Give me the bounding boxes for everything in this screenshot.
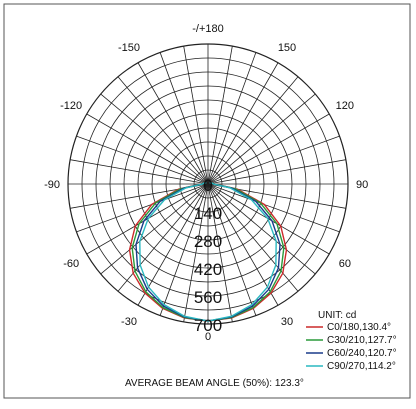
grid-spoke: [137, 183, 209, 306]
grid-spoke: [100, 183, 209, 275]
angle-labels: 0 30 60 90 120 150 -/+180 -150 -120 -90 -60 -30: [44, 23, 368, 343]
grid-spoke: [207, 93, 316, 185]
grid-spoke: [70, 159, 209, 185]
radial-tick-label: 0: [203, 176, 212, 195]
grid-spoke: [207, 62, 279, 185]
grid-spoke: [207, 183, 340, 233]
grid-spoke: [207, 183, 316, 275]
legend-label: C90/270,114.2°: [327, 361, 396, 372]
average-beam-angle-note: AVERAGE BEAM ANGLE (50%): 123.3°: [125, 378, 304, 389]
grid-spoke: [207, 113, 330, 185]
grid-spoke: [207, 76, 299, 185]
radial-tick-label: 700: [194, 316, 222, 335]
grid-spoke: [207, 46, 233, 185]
grid-spoke: [117, 76, 209, 185]
grid-spoke: [207, 159, 346, 185]
unit-label: UNIT: cd: [318, 310, 356, 321]
angle-label: 60: [339, 258, 351, 270]
radial-tick-label: 560: [194, 288, 222, 307]
angle-label: -120: [60, 100, 82, 112]
grid-spoke: [76, 135, 209, 185]
angle-label: -/+180: [192, 23, 224, 35]
series-curve-3: [139, 182, 277, 322]
grid-spoke: [207, 183, 257, 316]
radial-tick-labels: 0 140 280 420 560 700: [194, 176, 222, 335]
legend: UNIT: cd C0/180,130.4° C30/210,127.7° C60/…: [306, 310, 397, 372]
angle-label: 90: [356, 179, 368, 191]
legend-label: C30/210,127.7°: [327, 335, 397, 346]
angle-label: 0: [205, 331, 211, 343]
chart-border: [3, 3, 411, 399]
grid-spoke: [76, 183, 209, 233]
grid-spoke: [207, 183, 233, 322]
angle-label: -90: [44, 179, 60, 191]
series-curves: [128, 181, 288, 322]
angle-label: 30: [281, 316, 293, 328]
grid-spoke: [159, 183, 209, 316]
angle-label: -60: [63, 258, 79, 270]
legend-label: C60/240,120.7°: [327, 348, 397, 359]
grid-spoke: [207, 52, 257, 185]
radial-tick-label: 140: [194, 204, 222, 223]
grid-spoke: [137, 62, 209, 185]
radial-tick-label: 420: [194, 260, 222, 279]
angle-label: -150: [118, 42, 140, 54]
grid-spoke: [159, 52, 209, 185]
grid-spoke: [207, 183, 279, 306]
radial-tick-label: 280: [194, 232, 222, 251]
grid-spoke: [86, 113, 209, 185]
angle-label: 120: [336, 100, 354, 112]
grid-spoke: [100, 93, 209, 185]
grid-spoke: [183, 183, 209, 322]
angle-label: -30: [121, 316, 137, 328]
grid-spoke: [183, 46, 209, 185]
angle-label: 150: [278, 42, 296, 54]
grid-spoke: [207, 135, 340, 185]
legend-label: C0/180,130.4°: [327, 322, 391, 333]
